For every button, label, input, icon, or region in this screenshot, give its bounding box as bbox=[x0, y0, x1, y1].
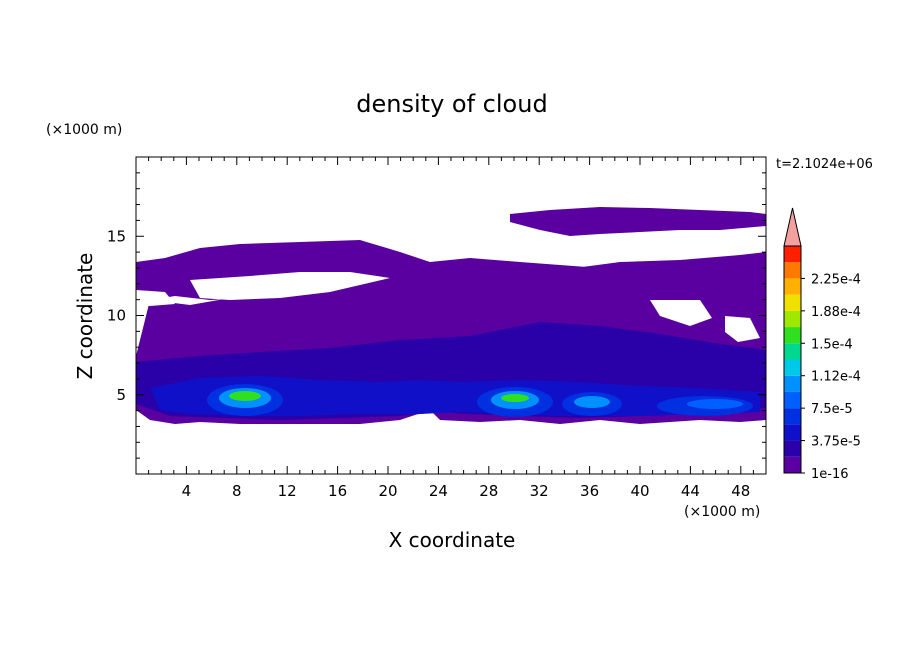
clear-gap bbox=[136, 290, 175, 306]
colorbar-segment bbox=[784, 278, 801, 295]
colorbar-frame bbox=[783, 245, 802, 474]
colorbar-segment bbox=[784, 440, 801, 457]
colorbar-label: 1.12e-4 bbox=[811, 370, 861, 385]
x-tick-label: 36 bbox=[580, 482, 599, 500]
colorbar-label: 1.88e-4 bbox=[811, 305, 861, 320]
colorbar-label: 2.25e-4 bbox=[811, 272, 861, 287]
colorbar-segment bbox=[784, 343, 801, 360]
y-tick-label: 5 bbox=[116, 386, 126, 404]
x-tick-label: 24 bbox=[429, 482, 448, 500]
colorbar-label: 3.75e-5 bbox=[811, 435, 861, 450]
cloud-core bbox=[687, 399, 743, 409]
x-tick-label: 12 bbox=[278, 482, 297, 500]
clear-gap bbox=[190, 272, 390, 300]
colorbar-segment bbox=[784, 246, 801, 263]
colorbar-segment bbox=[784, 456, 801, 473]
colorbar-segment bbox=[784, 408, 801, 425]
colorbar-segment bbox=[784, 327, 801, 344]
clear-gap bbox=[725, 316, 760, 342]
chart-title: density of cloud bbox=[356, 90, 547, 118]
y-tick-label: 15 bbox=[107, 227, 126, 245]
colorbar-extend-arrow bbox=[783, 207, 802, 247]
colorbar-segment bbox=[784, 375, 801, 392]
colorbar-segment bbox=[784, 310, 801, 328]
colorbar-label: 7.5e-5 bbox=[811, 402, 853, 417]
x-axis-label: X coordinate bbox=[389, 528, 516, 552]
colorbar-label: 1.5e-4 bbox=[811, 337, 853, 352]
x-tick-label: 4 bbox=[182, 482, 192, 500]
x-tick-label: 32 bbox=[530, 482, 549, 500]
cloud-core bbox=[501, 394, 529, 402]
colorbar-segment bbox=[784, 391, 801, 409]
cloud-region-top bbox=[510, 207, 766, 236]
y-tick-label: 10 bbox=[107, 307, 126, 325]
colorbar-segment bbox=[784, 262, 801, 279]
cloud-core bbox=[574, 396, 610, 408]
plot-area bbox=[136, 207, 766, 424]
x-tick-label: 40 bbox=[630, 482, 649, 500]
colorbar-segment bbox=[784, 359, 801, 376]
clear-gap bbox=[650, 300, 712, 326]
colorbar-segment bbox=[784, 294, 801, 311]
y-axis-label: Z coordinate bbox=[73, 253, 97, 380]
colorbar: 1e-16 3.75e-5 7.5e-5 1.12e-4 1.5e-4 1.88e-4 2.… bbox=[783, 207, 861, 482]
colorbar-segment bbox=[784, 424, 801, 441]
x-tick-label: 8 bbox=[232, 482, 242, 500]
x-tick-label: 28 bbox=[479, 482, 498, 500]
x-tick-label: 48 bbox=[731, 482, 750, 500]
cloud-core bbox=[229, 391, 261, 401]
x-unit-label: (×1000 m) bbox=[684, 504, 760, 520]
x-tick-label: 20 bbox=[378, 482, 397, 500]
time-label: t=2.1024e+06 bbox=[776, 157, 873, 172]
x-tick-label: 44 bbox=[681, 482, 700, 500]
x-tick-label: 16 bbox=[328, 482, 347, 500]
y-unit-label: (×1000 m) bbox=[46, 122, 122, 138]
colorbar-label: 1e-16 bbox=[811, 467, 849, 482]
